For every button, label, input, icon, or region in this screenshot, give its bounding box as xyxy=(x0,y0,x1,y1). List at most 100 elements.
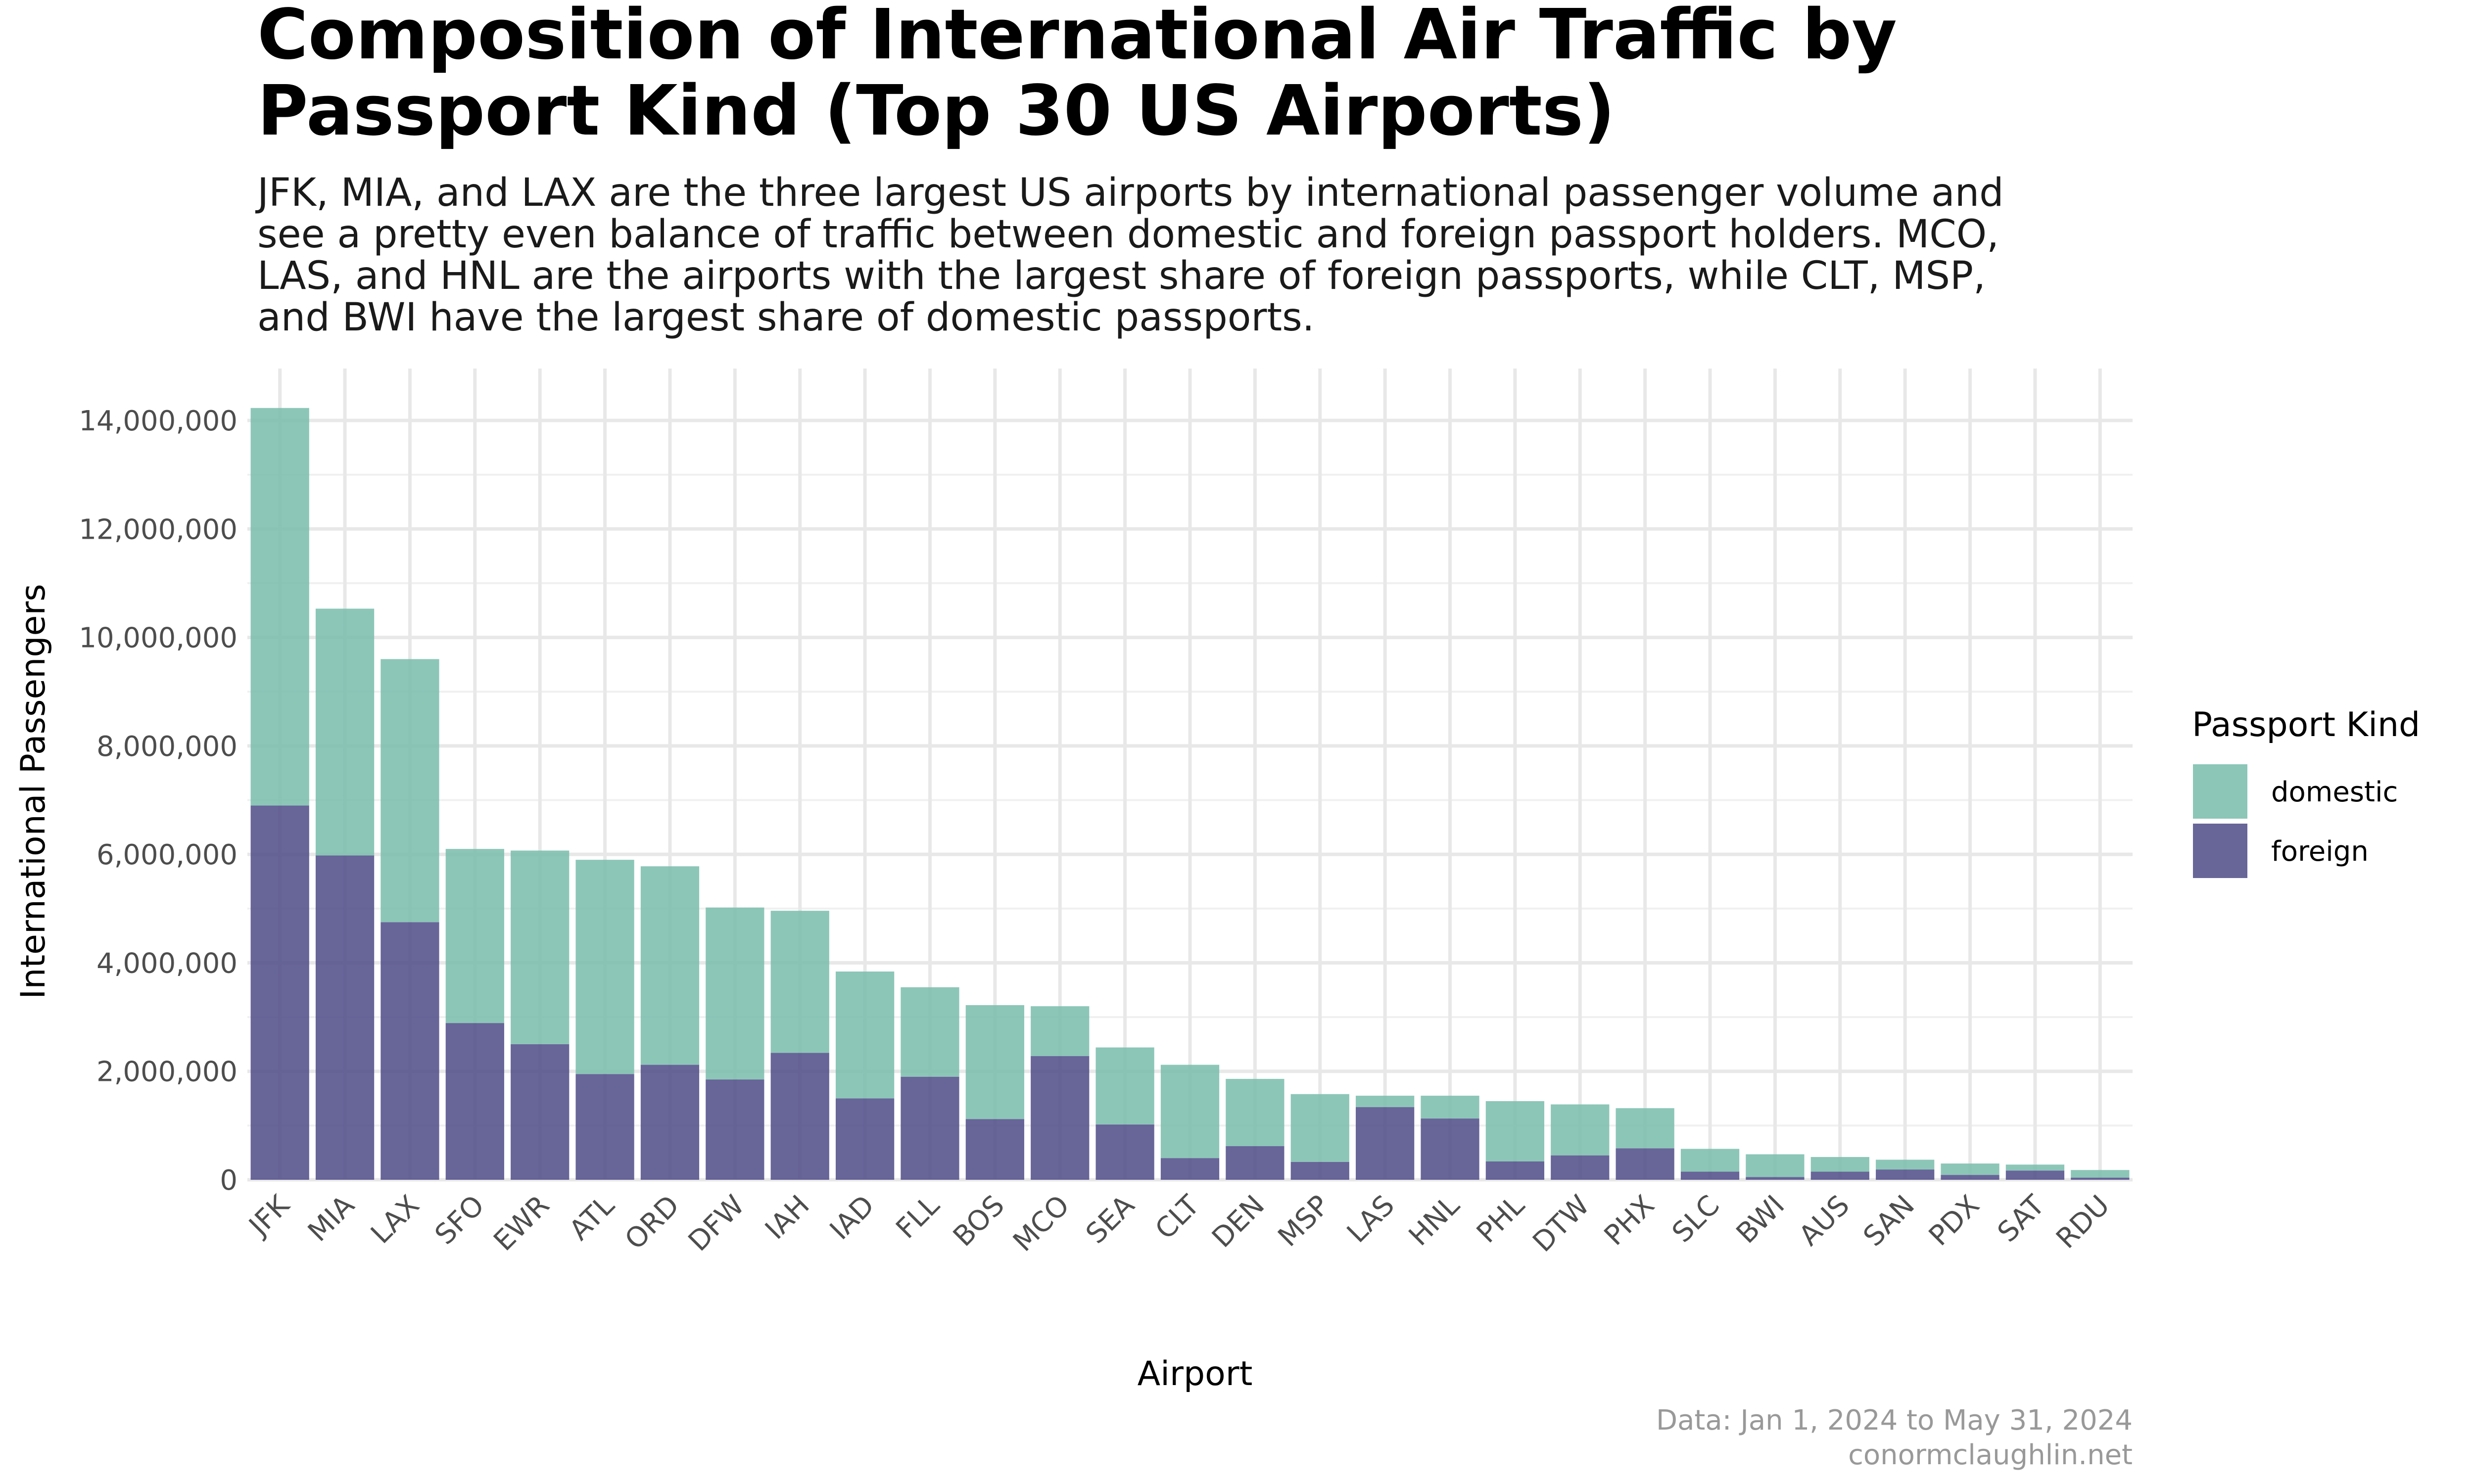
x-tick-label-iah: IAH xyxy=(759,1189,816,1246)
bar-domestic-san xyxy=(1876,1159,1935,1170)
bar-foreign-bos xyxy=(965,1119,1024,1180)
caption-data-range: Data: Jan 1, 2024 to May 31, 2024 xyxy=(1656,1404,2133,1437)
bar-domestic-clt xyxy=(1160,1065,1220,1159)
bar-foreign-bwi xyxy=(1746,1177,1805,1180)
x-tick-label-mco: MCO xyxy=(1007,1189,1076,1258)
y-axis-ticks: 0 2,000,000 4,000,000 6,000,000 8,000,000 10,… xyxy=(79,405,238,1197)
bar-domestic-mia xyxy=(315,608,375,856)
bar-foreign-mco xyxy=(1031,1056,1090,1180)
bar-domestic-iah xyxy=(770,911,829,1053)
chart-subtitle-line-2: see a pretty even balance of traffic bet… xyxy=(257,212,1999,257)
bar-foreign-ewr xyxy=(511,1044,570,1180)
bar-foreign-phx xyxy=(1616,1148,1674,1180)
bar-foreign-clt xyxy=(1160,1158,1220,1180)
bar-domestic-rdu xyxy=(2071,1170,2130,1178)
x-tick-label-bos: BOS xyxy=(947,1189,1011,1253)
bar-domestic-las xyxy=(1356,1096,1415,1108)
chart-subtitle-line-3: LAS, and HNL are the airports with the l… xyxy=(257,254,1986,298)
bar-foreign-san xyxy=(1876,1169,1935,1180)
bar-domestic-jfk xyxy=(250,408,309,806)
x-tick-label-mia: MIA xyxy=(302,1189,361,1248)
x-tick-label-ewr: EWR xyxy=(487,1189,556,1257)
bar-domestic-iad xyxy=(835,971,895,1099)
y-tick-label: 0 xyxy=(220,1164,238,1197)
x-tick-label-iad: IAD xyxy=(824,1189,881,1246)
chart-subtitle-line-1: JFK, MIA, and LAX are the three largest … xyxy=(255,171,2004,215)
bar-foreign-pdx xyxy=(1941,1175,1999,1180)
x-tick-label-phl: PHL xyxy=(1471,1189,1531,1250)
chart-title-line-1: Composition of International Air Traffic… xyxy=(257,0,1897,75)
y-tick-label: 8,000,000 xyxy=(96,731,238,763)
bar-foreign-hnl xyxy=(1421,1118,1479,1180)
bar-domestic-msp xyxy=(1290,1094,1349,1162)
x-tick-label-sea: SEA xyxy=(1080,1189,1141,1250)
bar-foreign-slc xyxy=(1680,1171,1740,1180)
bar-domestic-atl xyxy=(575,860,634,1074)
bar-foreign-ord xyxy=(640,1065,700,1180)
bar-domestic-hnl xyxy=(1421,1096,1479,1119)
bar-domestic-ord xyxy=(640,866,700,1065)
bar-domestic-phl xyxy=(1485,1101,1545,1161)
bar-domestic-bwi xyxy=(1746,1154,1805,1177)
legend: Passport Kind domestic foreign xyxy=(2192,705,2420,878)
x-tick-label-pdx: PDX xyxy=(1923,1189,1986,1252)
x-tick-label-san: SAN xyxy=(1857,1189,1921,1253)
bar-foreign-aus xyxy=(1810,1171,1869,1180)
bar-domestic-slc xyxy=(1680,1149,1740,1172)
x-tick-label-jfk: JFK xyxy=(242,1189,296,1243)
x-tick-label-las: LAS xyxy=(1341,1189,1401,1249)
x-tick-label-msp: MSP xyxy=(1272,1189,1336,1253)
bar-domestic-dfw xyxy=(706,907,764,1080)
x-tick-label-hnl: HNL xyxy=(1403,1189,1466,1252)
x-tick-label-fll: FLL xyxy=(890,1189,946,1245)
bar-foreign-dtw xyxy=(1551,1155,1610,1180)
x-tick-label-atl: ATL xyxy=(563,1189,620,1247)
y-tick-label: 14,000,000 xyxy=(79,405,238,437)
bar-foreign-sea xyxy=(1095,1124,1154,1180)
legend-swatch-foreign xyxy=(2193,824,2247,878)
bar-foreign-sat xyxy=(2005,1170,2065,1180)
x-axis-title: Airport xyxy=(1138,1354,1253,1393)
bar-foreign-iad xyxy=(835,1098,895,1180)
chart-subtitle-line-4: and BWI have the largest share of domest… xyxy=(257,295,1315,340)
bar-domestic-bos xyxy=(965,1005,1024,1119)
bars xyxy=(250,408,2130,1180)
legend-label-domestic: domestic xyxy=(2271,776,2398,808)
bar-foreign-dfw xyxy=(706,1079,764,1180)
caption-source: conormclaughlin.net xyxy=(1848,1439,2133,1471)
y-axis-title: International Passengers xyxy=(14,584,53,999)
bar-domestic-lax xyxy=(381,659,439,923)
x-tick-label-sat: SAT xyxy=(1992,1189,2051,1249)
bar-domestic-pdx xyxy=(1941,1163,1999,1175)
bar-foreign-mia xyxy=(315,855,375,1180)
chart-title-line-2: Passport Kind (Top 30 US Airports) xyxy=(257,71,1615,151)
bar-domestic-sfo xyxy=(445,849,504,1023)
bar-foreign-fll xyxy=(901,1076,959,1180)
x-tick-label-sfo: SFO xyxy=(429,1189,491,1251)
bar-foreign-rdu xyxy=(2071,1177,2130,1180)
bar-foreign-den xyxy=(1226,1146,1285,1180)
x-tick-label-ord: ORD xyxy=(619,1189,686,1256)
x-tick-label-dtw: DTW xyxy=(1526,1189,1596,1258)
y-tick-label: 12,000,000 xyxy=(79,513,238,546)
bar-domestic-phx xyxy=(1616,1108,1674,1149)
bar-domestic-sea xyxy=(1095,1047,1154,1125)
x-tick-label-phx: PHX xyxy=(1598,1189,1661,1252)
bar-domestic-sat xyxy=(2005,1164,2065,1171)
legend-swatch-domestic xyxy=(2193,764,2247,819)
bar-domestic-den xyxy=(1226,1079,1285,1147)
legend-label-foreign: foreign xyxy=(2271,835,2369,868)
bar-foreign-atl xyxy=(575,1074,634,1180)
x-tick-label-bwi: BWI xyxy=(1730,1189,1791,1250)
x-tick-label-slc: SLC xyxy=(1666,1189,1726,1249)
y-tick-label: 4,000,000 xyxy=(96,947,238,979)
plot-area: 0 2,000,000 4,000,000 6,000,000 8,000,000 10,… xyxy=(79,369,2133,1258)
x-tick-label-rdu: RDU xyxy=(2050,1189,2116,1255)
y-tick-label: 10,000,000 xyxy=(79,622,238,654)
bar-foreign-sfo xyxy=(445,1023,504,1180)
bar-domestic-aus xyxy=(1810,1157,1869,1172)
bar-foreign-iah xyxy=(770,1053,829,1180)
bar-domestic-ewr xyxy=(511,850,570,1044)
bar-domestic-mco xyxy=(1031,1006,1090,1057)
